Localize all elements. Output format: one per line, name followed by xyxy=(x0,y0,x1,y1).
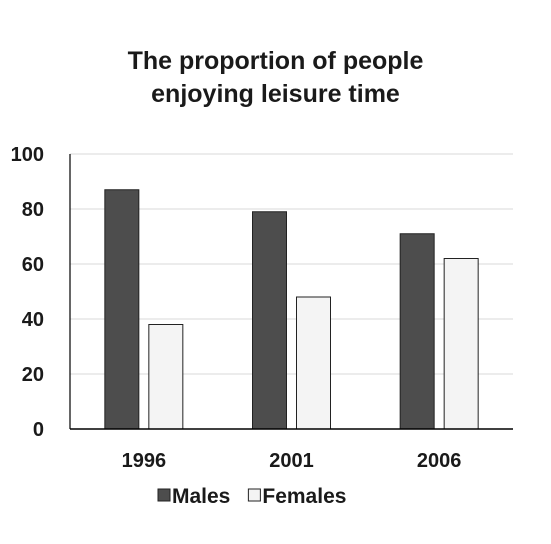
gridlines xyxy=(70,153,513,375)
chart-title-line-2: enjoying leisure time xyxy=(151,80,400,108)
bars xyxy=(104,189,479,430)
y-tick-label: 20 xyxy=(22,364,44,386)
x-tick-label: 1996 xyxy=(122,450,167,472)
legend-label-males: Males xyxy=(172,485,230,508)
x-tick-label: 2006 xyxy=(417,450,462,472)
tick-labels: 0 20 40 60 80 100 1996 2001 2006 xyxy=(11,144,462,472)
bar-females-2001 xyxy=(296,296,331,430)
y-tick-label: 80 xyxy=(22,199,44,221)
bar-females-1996 xyxy=(148,324,184,430)
y-tick-label: 0 xyxy=(33,419,44,441)
bar-females-2006 xyxy=(443,258,479,430)
x-tick-label: 2001 xyxy=(269,450,314,472)
legend: Males Females xyxy=(157,485,346,508)
axes xyxy=(69,154,513,430)
y-tick-label: 60 xyxy=(22,254,44,276)
legend-swatch-males xyxy=(157,488,171,502)
y-tick-label: 40 xyxy=(22,309,44,331)
legend-label-females: Females xyxy=(262,485,346,508)
bar-males-1996 xyxy=(104,189,140,430)
chart-title-line-1: The proportion of people xyxy=(127,47,424,75)
bar-males-2001 xyxy=(252,211,287,430)
legend-swatch-females xyxy=(247,488,261,502)
y-tick-label: 100 xyxy=(11,144,44,166)
bar-males-2006 xyxy=(399,233,435,430)
